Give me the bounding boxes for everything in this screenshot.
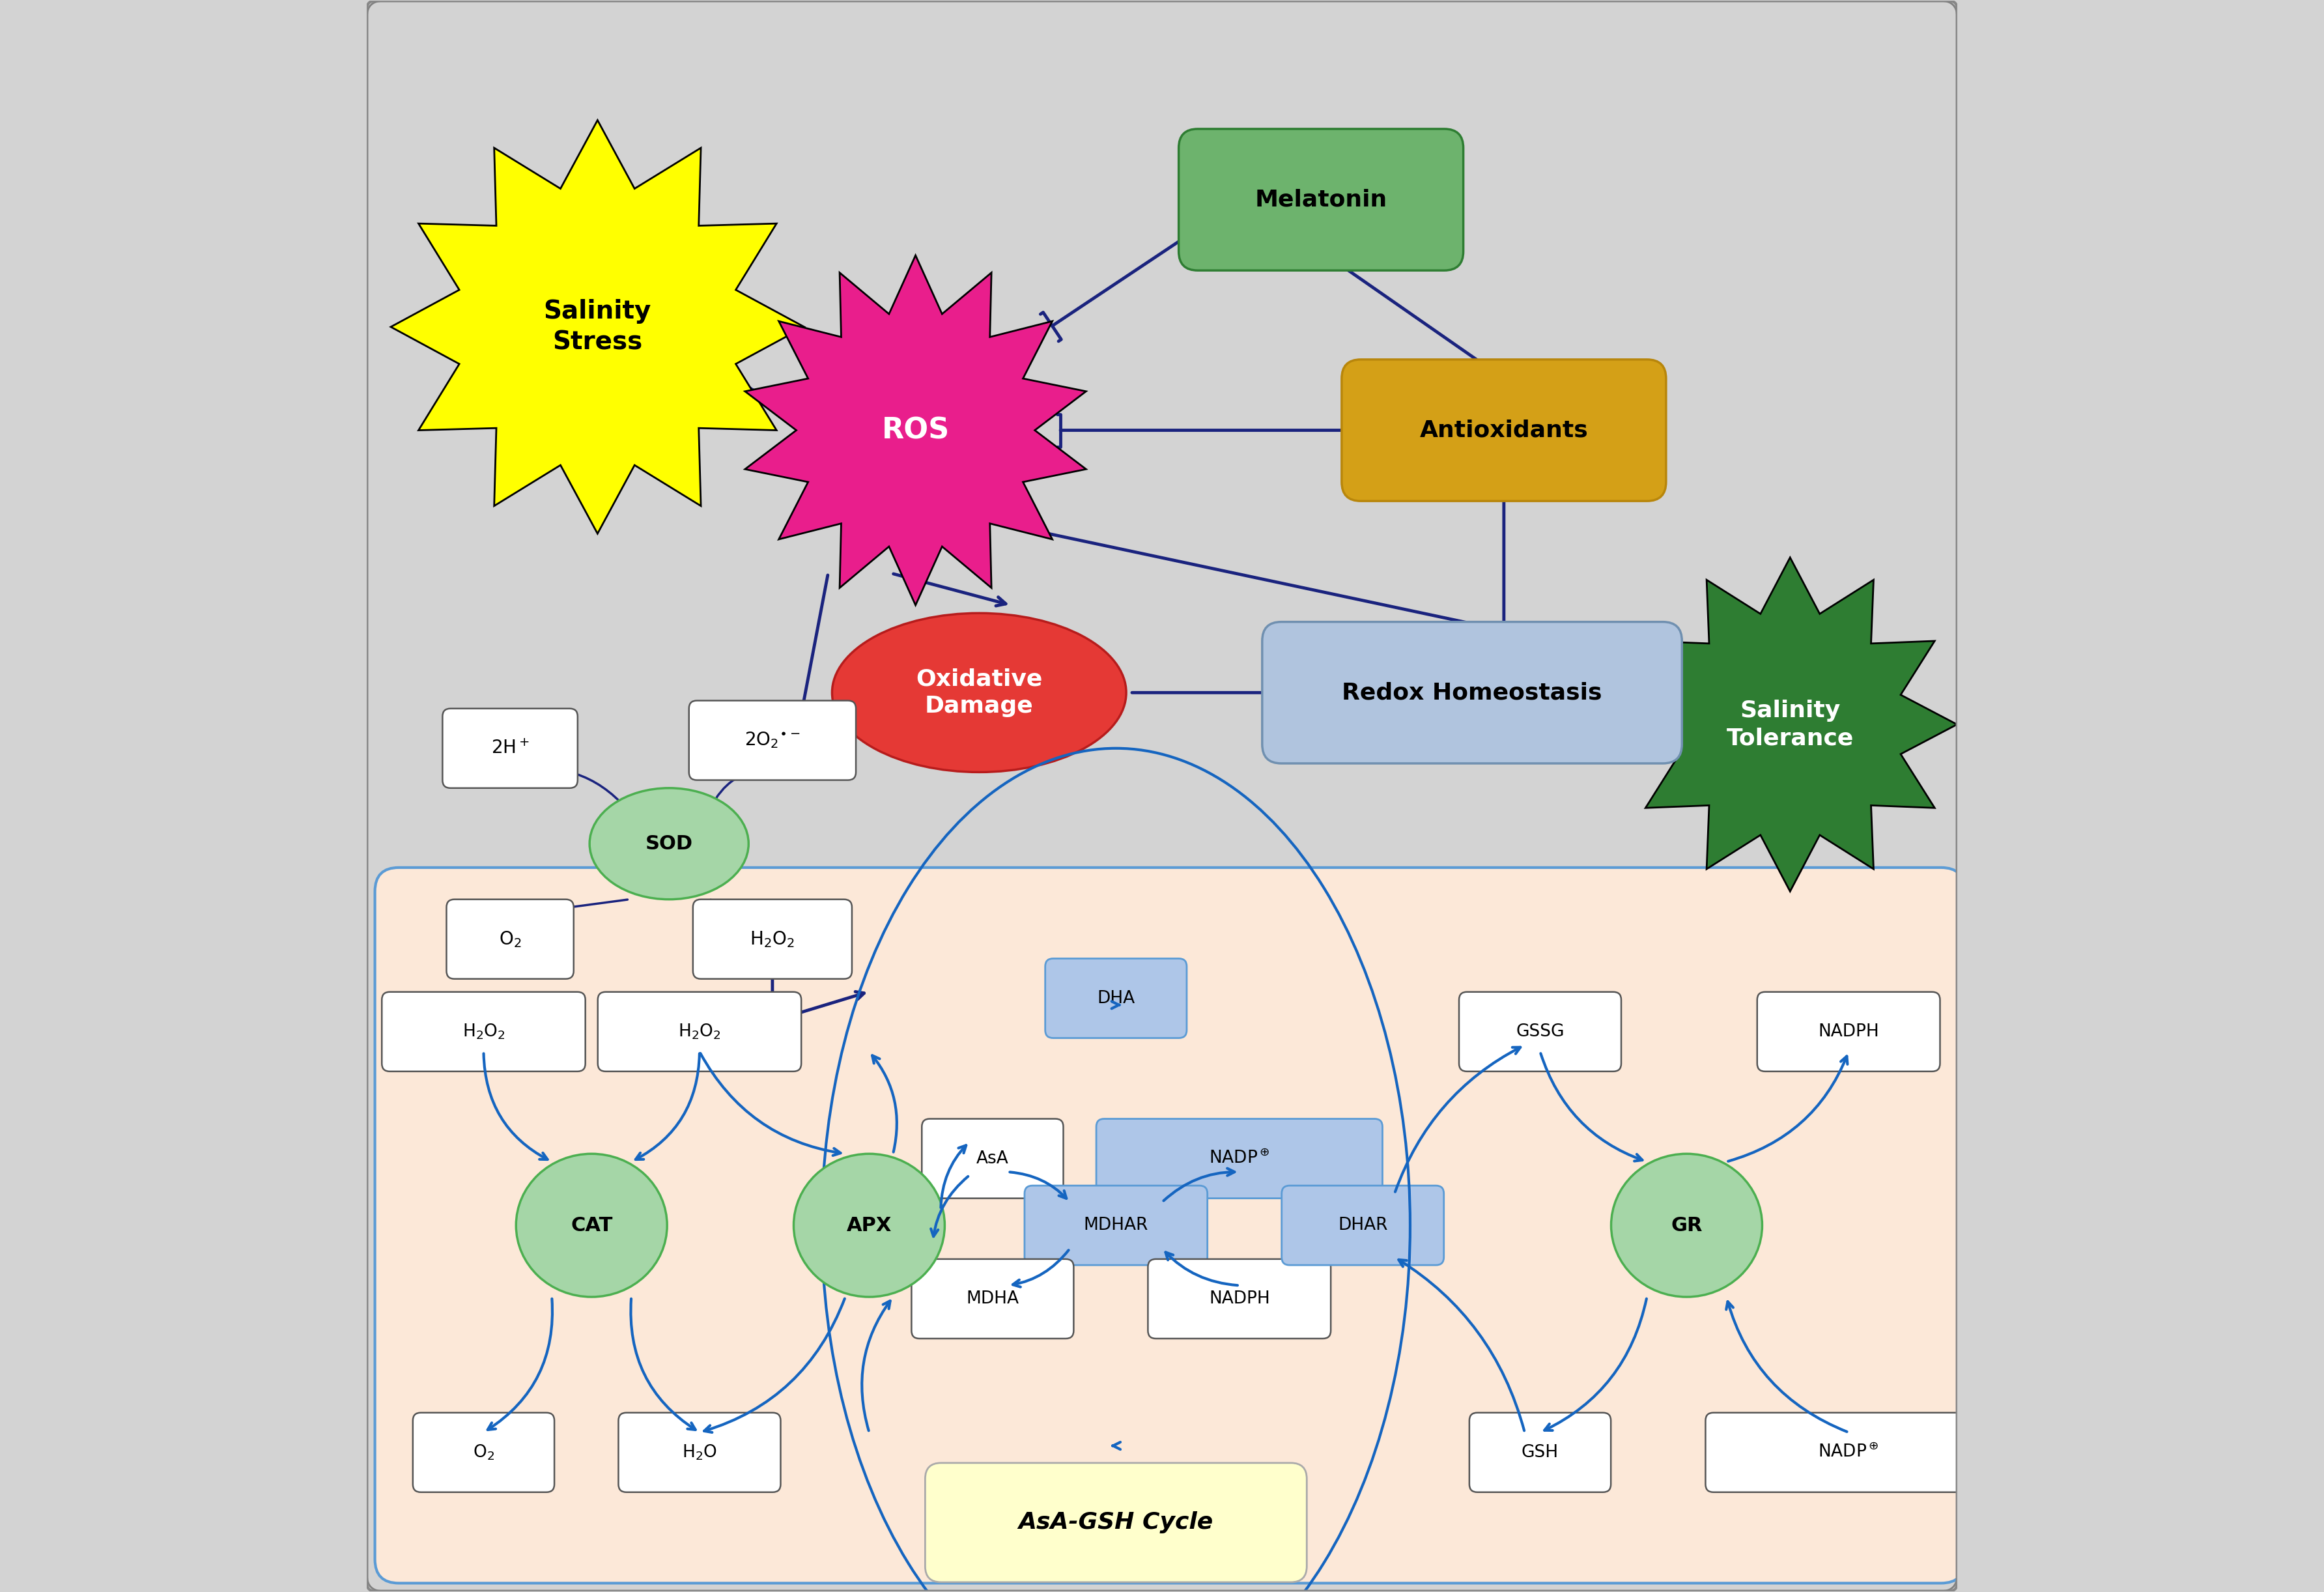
Ellipse shape <box>590 788 748 899</box>
Text: O$_2$: O$_2$ <box>472 1444 495 1461</box>
Text: Antioxidants: Antioxidants <box>1420 419 1587 441</box>
Text: AsA: AsA <box>976 1149 1009 1167</box>
FancyBboxPatch shape <box>1025 1186 1208 1266</box>
Polygon shape <box>390 119 804 533</box>
Text: DHAR: DHAR <box>1339 1216 1387 1234</box>
Text: 2O$_2$$^{\bullet-}$: 2O$_2$$^{\bullet-}$ <box>744 731 799 750</box>
FancyBboxPatch shape <box>442 708 579 788</box>
Text: GSSG: GSSG <box>1515 1024 1564 1040</box>
Text: H$_2$O$_2$: H$_2$O$_2$ <box>462 1022 504 1041</box>
Text: Salinity
Tolerance: Salinity Tolerance <box>1727 699 1855 750</box>
Text: CAT: CAT <box>572 1216 614 1235</box>
Text: NADPH: NADPH <box>1208 1291 1269 1307</box>
FancyBboxPatch shape <box>1469 1412 1611 1492</box>
FancyBboxPatch shape <box>414 1412 555 1492</box>
FancyBboxPatch shape <box>688 700 855 780</box>
Text: GSH: GSH <box>1522 1444 1559 1461</box>
Text: Oxidative
Damage: Oxidative Damage <box>916 669 1043 718</box>
Text: O$_2$: O$_2$ <box>500 930 521 949</box>
Text: H$_2$O$_2$: H$_2$O$_2$ <box>679 1022 720 1041</box>
Text: NADP$^\oplus$: NADP$^\oplus$ <box>1817 1444 1880 1461</box>
Text: ROS: ROS <box>881 416 951 444</box>
Text: MDHA: MDHA <box>967 1291 1018 1307</box>
Ellipse shape <box>832 613 1127 772</box>
FancyBboxPatch shape <box>1097 1119 1383 1199</box>
FancyBboxPatch shape <box>446 899 574 979</box>
FancyBboxPatch shape <box>1341 360 1666 501</box>
Text: Melatonin: Melatonin <box>1255 188 1387 210</box>
FancyBboxPatch shape <box>923 1119 1064 1199</box>
FancyBboxPatch shape <box>1757 992 1941 1071</box>
FancyBboxPatch shape <box>367 2 1957 1590</box>
Text: DHA: DHA <box>1097 990 1134 1006</box>
Text: GR: GR <box>1671 1216 1703 1235</box>
Text: 2H$^+$: 2H$^+$ <box>490 739 530 758</box>
FancyBboxPatch shape <box>1148 1259 1332 1339</box>
Text: H$_2$O: H$_2$O <box>681 1444 718 1461</box>
FancyBboxPatch shape <box>1178 129 1464 271</box>
FancyBboxPatch shape <box>618 1412 781 1492</box>
FancyBboxPatch shape <box>381 992 586 1071</box>
Text: Salinity
Stress: Salinity Stress <box>544 299 651 355</box>
Text: H$_2$O$_2$: H$_2$O$_2$ <box>751 930 795 949</box>
FancyBboxPatch shape <box>1281 1186 1443 1266</box>
Text: Redox Homeostasis: Redox Homeostasis <box>1341 681 1601 704</box>
Text: APX: APX <box>846 1216 892 1235</box>
Text: MDHAR: MDHAR <box>1083 1216 1148 1234</box>
FancyBboxPatch shape <box>597 992 802 1071</box>
FancyBboxPatch shape <box>925 1463 1306 1582</box>
Ellipse shape <box>795 1154 946 1297</box>
FancyBboxPatch shape <box>1046 958 1188 1038</box>
FancyBboxPatch shape <box>374 868 1966 1582</box>
Polygon shape <box>746 255 1085 605</box>
Ellipse shape <box>516 1154 667 1297</box>
Text: AsA-GSH Cycle: AsA-GSH Cycle <box>1018 1511 1213 1533</box>
FancyBboxPatch shape <box>911 1259 1074 1339</box>
FancyBboxPatch shape <box>693 899 853 979</box>
FancyBboxPatch shape <box>1262 622 1683 764</box>
Ellipse shape <box>1611 1154 1762 1297</box>
Text: SOD: SOD <box>646 834 693 853</box>
Text: NADP$^\oplus$: NADP$^\oplus$ <box>1208 1149 1269 1167</box>
Text: NADPH: NADPH <box>1817 1024 1880 1040</box>
Polygon shape <box>1622 557 1957 892</box>
FancyBboxPatch shape <box>1706 1412 1992 1492</box>
FancyBboxPatch shape <box>1459 992 1622 1071</box>
